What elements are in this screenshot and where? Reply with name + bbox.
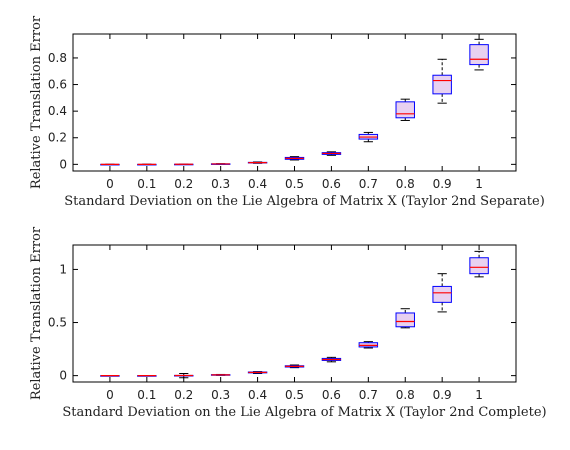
x-tick-label: 0.1 [137, 177, 156, 191]
box-0 [100, 163, 120, 166]
box-0.6 [321, 151, 342, 156]
chart-panel-2: 0 0.5 1 0 0.1 0.2 0.3 0.4 0.5 0.6 0.7 0.8 0.9 1 Standa… [29, 226, 547, 420]
box-iqr [395, 312, 415, 328]
x-tick-label: 0.5 [285, 177, 304, 191]
x-tick-label: 0 [106, 388, 114, 402]
box-iqr [395, 101, 415, 119]
y-axis-label: Relative Translation Error [29, 15, 44, 189]
y-axis-label: Relative Translation Error [29, 226, 44, 400]
x-tick-label: 0.2 [174, 177, 193, 191]
y-tick-label: 1 [59, 262, 67, 276]
box-iqr [432, 285, 452, 303]
x-tick-label: 0.7 [359, 388, 378, 402]
y-tick-label: 0.2 [48, 131, 67, 145]
box-iqr [469, 257, 489, 275]
box-1 [469, 38, 489, 71]
x-tick-label: 1 [475, 177, 483, 191]
y-tick-label: 0.8 [48, 51, 67, 65]
box-0.8 [395, 308, 415, 329]
box-0.1 [137, 375, 157, 377]
box-0.8 [395, 98, 415, 121]
box-iqr [432, 74, 452, 95]
x-tick-label: 0.3 [211, 177, 230, 191]
x-tick-label: 0.1 [137, 388, 156, 402]
box-0 [100, 375, 120, 377]
box-0.7 [358, 131, 379, 143]
x-tick-label: 0.6 [322, 177, 341, 191]
y-tick-label: 0.4 [48, 104, 67, 118]
y-tick-label: 0.6 [48, 78, 67, 92]
plot-area-frame [72, 244, 517, 383]
box-0.1 [137, 163, 157, 166]
chart-panel-1: 0 0.2 0.4 0.6 0.8 0 0.1 0.2 0.3 0.4 0.5 0.6 0.7 0.8 0.… [29, 15, 545, 209]
x-tick-label: 0.6 [322, 388, 341, 402]
x-tick-label: 0.4 [248, 388, 267, 402]
x-axis-label: Standard Deviation on the Lie Algebra of… [64, 194, 545, 209]
box-1 [469, 250, 489, 278]
box-0.6 [321, 356, 342, 363]
box-0.9 [432, 58, 452, 104]
y-tick-label: 0 [59, 369, 67, 383]
box-0.3 [210, 163, 231, 165]
x-tick-label: 0.4 [248, 177, 267, 191]
x-tick-label: 0.8 [396, 388, 415, 402]
box-0.2 [174, 163, 194, 166]
box-0.7 [358, 341, 379, 349]
x-tick-label: 0 [106, 177, 114, 191]
x-tick-label: 0.2 [174, 388, 193, 402]
box-0.4 [247, 371, 268, 375]
box-0.4 [247, 161, 268, 164]
box-iqr [469, 44, 489, 66]
x-tick-label: 0.9 [433, 388, 452, 402]
x-tick-label: 0.7 [359, 177, 378, 191]
x-axis-label: Standard Deviation on the Lie Algebra of… [62, 405, 546, 420]
x-tick-label: 1 [475, 388, 483, 402]
box-0.5 [284, 364, 305, 369]
x-tick-label: 0.3 [211, 388, 230, 402]
box-0.5 [284, 156, 305, 161]
plot-area-frame [72, 33, 517, 172]
x-tick-label: 0.5 [285, 388, 304, 402]
x-tick-label: 0.8 [396, 177, 415, 191]
box-0.9 [432, 273, 452, 313]
y-tick-label: 0 [59, 157, 67, 171]
box-0.3 [210, 373, 231, 376]
x-tick-label: 0.9 [433, 177, 452, 191]
y-tick-label: 0.5 [48, 316, 67, 330]
box-0.2 [174, 373, 194, 379]
